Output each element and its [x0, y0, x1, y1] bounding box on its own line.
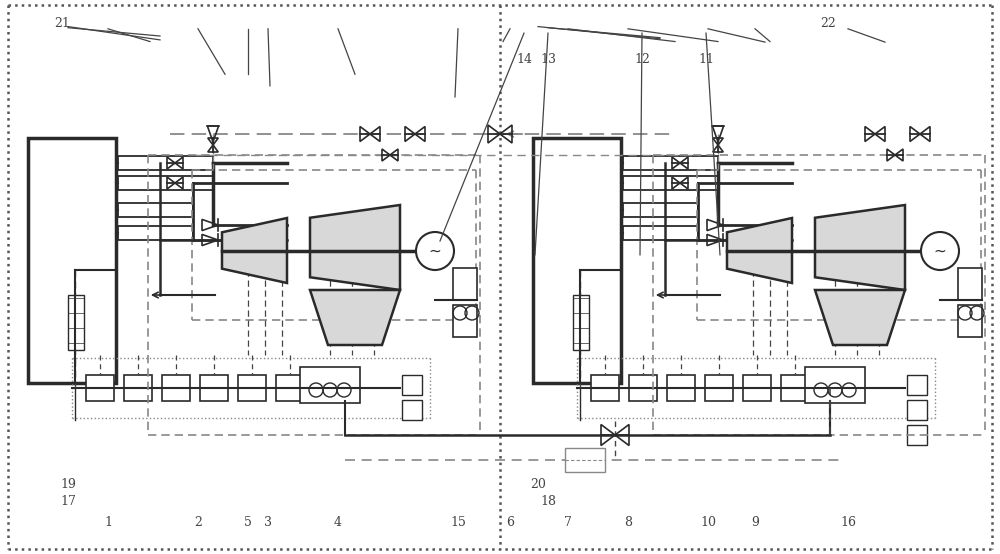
- Bar: [200, 375, 228, 401]
- Text: 15: 15: [450, 516, 466, 530]
- Text: 9: 9: [751, 516, 759, 530]
- Bar: [907, 375, 927, 395]
- Bar: [118, 226, 193, 240]
- Bar: [238, 375, 266, 401]
- Bar: [124, 375, 152, 401]
- Bar: [591, 375, 619, 401]
- Text: 16: 16: [840, 516, 856, 530]
- Bar: [958, 268, 982, 300]
- Text: 4: 4: [334, 516, 342, 530]
- Bar: [162, 375, 190, 401]
- Bar: [781, 375, 809, 401]
- Text: ~: ~: [934, 244, 946, 259]
- Text: 8: 8: [624, 516, 632, 530]
- Circle shape: [921, 232, 959, 270]
- Bar: [629, 375, 657, 401]
- Text: 12: 12: [634, 53, 650, 66]
- Text: 14: 14: [516, 53, 532, 66]
- Text: ~: ~: [429, 244, 441, 259]
- Bar: [623, 226, 698, 240]
- Text: 17: 17: [60, 495, 76, 509]
- Polygon shape: [222, 218, 287, 283]
- Bar: [402, 375, 422, 395]
- Polygon shape: [815, 205, 905, 290]
- Text: 18: 18: [540, 495, 556, 509]
- Bar: [86, 375, 114, 401]
- Bar: [573, 295, 589, 350]
- Circle shape: [416, 232, 454, 270]
- Bar: [28, 138, 116, 383]
- Bar: [667, 375, 695, 401]
- Text: 2: 2: [194, 516, 202, 530]
- Text: 10: 10: [700, 516, 716, 530]
- Bar: [402, 400, 422, 420]
- Bar: [453, 305, 477, 337]
- Bar: [743, 375, 771, 401]
- Bar: [705, 375, 733, 401]
- Bar: [623, 156, 718, 170]
- Text: 22: 22: [820, 17, 836, 30]
- Text: 11: 11: [698, 53, 714, 66]
- Bar: [533, 138, 621, 383]
- Text: 21: 21: [54, 17, 70, 30]
- Text: 1: 1: [104, 516, 112, 530]
- Polygon shape: [815, 290, 905, 345]
- Bar: [907, 425, 927, 445]
- Bar: [623, 176, 718, 190]
- Text: 6: 6: [506, 516, 514, 530]
- Polygon shape: [310, 290, 400, 345]
- Bar: [453, 268, 477, 300]
- Bar: [805, 367, 865, 403]
- Text: 19: 19: [60, 478, 76, 491]
- Polygon shape: [727, 218, 792, 283]
- Text: 13: 13: [540, 53, 556, 66]
- Bar: [958, 305, 982, 337]
- Bar: [68, 295, 84, 350]
- Bar: [907, 400, 927, 420]
- Bar: [118, 203, 193, 217]
- Bar: [300, 367, 360, 403]
- Text: 7: 7: [564, 516, 572, 530]
- Bar: [118, 176, 213, 190]
- Bar: [565, 448, 605, 472]
- Text: 3: 3: [264, 516, 272, 530]
- Polygon shape: [310, 205, 400, 290]
- Bar: [276, 375, 304, 401]
- Text: 5: 5: [244, 516, 252, 530]
- Bar: [118, 156, 213, 170]
- Text: 20: 20: [530, 478, 546, 491]
- Bar: [623, 203, 698, 217]
